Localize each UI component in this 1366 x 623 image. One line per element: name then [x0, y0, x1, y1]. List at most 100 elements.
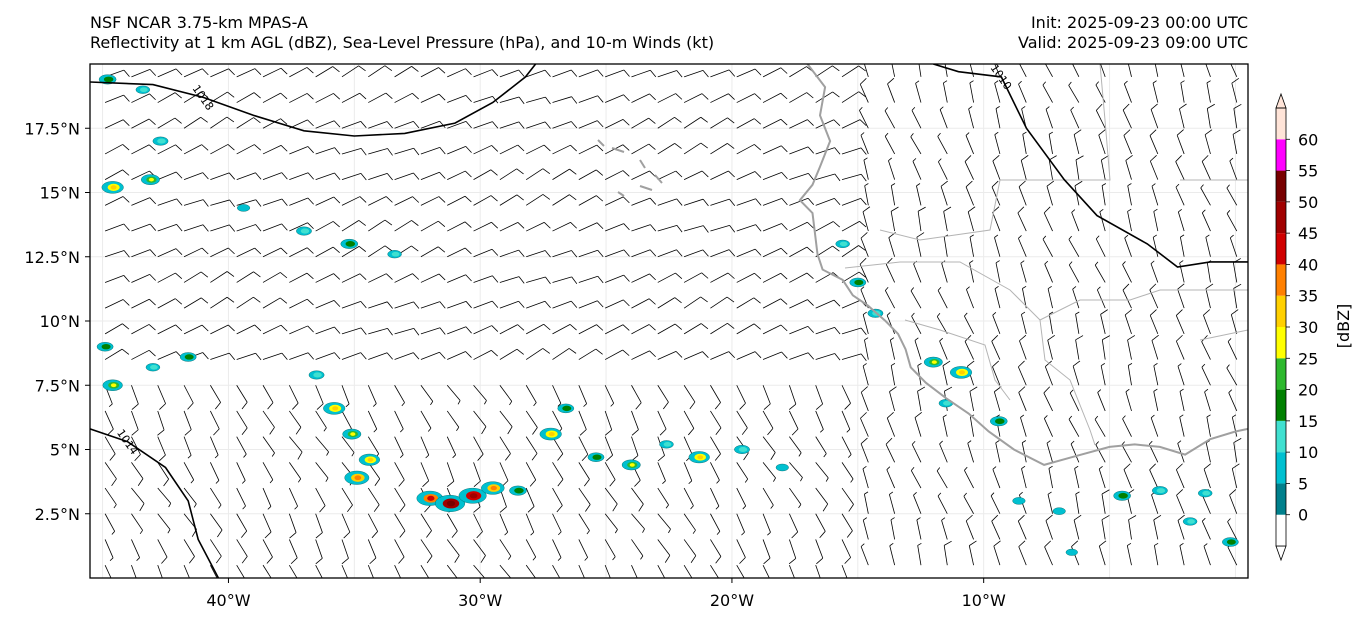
wind-barb — [552, 564, 561, 578]
wind-barb — [736, 385, 746, 410]
wind-barb — [315, 462, 329, 482]
wind-barb — [965, 132, 974, 155]
wind-barb — [815, 299, 841, 309]
wind-barb — [890, 363, 896, 386]
wind-barb — [911, 312, 922, 335]
wind-barb — [657, 249, 683, 258]
wind-barb — [446, 462, 455, 488]
lat-tick-label: 5°N — [50, 441, 80, 460]
wind-barb — [552, 96, 578, 104]
wind-barb — [526, 300, 551, 309]
wind-barb — [657, 224, 683, 233]
wind-barb — [710, 323, 735, 335]
wind-barb — [1260, 438, 1267, 462]
wind-barb — [1124, 234, 1132, 257]
colorbar-tick-label: 40 — [1298, 255, 1318, 274]
wind-barb — [1154, 542, 1159, 566]
wind-barb — [526, 323, 551, 335]
wind-barb — [788, 385, 797, 410]
wind-barb — [499, 539, 512, 560]
wind-barb — [262, 118, 288, 129]
wind-barb — [1075, 335, 1084, 360]
wind-barb — [1150, 414, 1159, 437]
wind-barb — [525, 168, 551, 180]
colorbar-tick-label: 5 — [1298, 474, 1308, 493]
wind-barb — [578, 144, 604, 155]
wind-barb — [936, 467, 948, 489]
wind-barb — [157, 248, 183, 258]
wind-barb — [262, 564, 272, 578]
wind-barb — [315, 564, 323, 578]
wind-barb — [1021, 465, 1027, 489]
wind-barb — [605, 249, 630, 258]
wind-barb — [815, 462, 829, 482]
wind-barb — [157, 117, 182, 129]
wind-barb — [1153, 363, 1159, 386]
wind-barb — [789, 410, 799, 436]
wind-barb — [967, 206, 976, 232]
wind-barb — [914, 337, 922, 360]
wind-barb — [762, 172, 788, 181]
wind-barb — [683, 410, 695, 436]
wind-barb — [841, 221, 867, 232]
wind-barb — [368, 273, 393, 283]
wind-barb — [394, 196, 420, 206]
coastline-africa — [798, 64, 1248, 466]
wind-barb — [710, 224, 736, 233]
wind-barb — [604, 299, 630, 309]
cape-verde-islands — [597, 139, 663, 197]
wind-barb — [1149, 309, 1159, 335]
wind-barb — [315, 513, 323, 539]
wind-barb — [604, 196, 630, 206]
field-description: Reflectivity at 1 km AGL (dBZ), Sea-Leve… — [90, 33, 715, 52]
wind-barb — [367, 513, 378, 539]
wind-barb — [394, 539, 405, 564]
wind-barb — [526, 121, 551, 129]
reflectivity-cell — [849, 277, 867, 288]
wind-barb — [1021, 311, 1027, 334]
wind-barb — [289, 172, 314, 181]
wind-barb — [262, 223, 288, 232]
wind-barb — [341, 120, 367, 129]
wind-barb — [1180, 64, 1185, 77]
wind-barb — [341, 246, 367, 258]
wind-barb — [420, 67, 446, 78]
wind-barb — [889, 491, 896, 514]
wind-barb — [262, 462, 274, 484]
wind-barb — [578, 410, 587, 436]
wind-barb — [1097, 389, 1106, 412]
wind-barb — [1043, 206, 1053, 232]
wind-barb — [1175, 183, 1185, 206]
wind-barb — [315, 385, 324, 410]
wind-barb — [394, 147, 420, 156]
wind-barb — [499, 144, 525, 155]
wind-barb — [1096, 286, 1106, 309]
wind-barb — [1257, 492, 1263, 514]
wind-barb — [1021, 440, 1027, 463]
wind-barb — [473, 436, 484, 461]
wind-barb — [446, 436, 457, 459]
wind-barb — [210, 247, 235, 258]
wind-barb — [131, 487, 145, 512]
wind-barb — [1259, 312, 1263, 334]
wind-barb — [104, 196, 130, 206]
wind-barb — [447, 300, 472, 309]
wind-barb — [394, 385, 405, 407]
wind-barb — [131, 324, 156, 335]
wind-barb — [1206, 414, 1211, 437]
wind-barb — [631, 249, 657, 258]
wind-barb — [1101, 335, 1110, 360]
wind-barb — [736, 487, 747, 510]
wind-barb — [1075, 491, 1080, 514]
wind-barb — [762, 487, 774, 509]
wind-barb — [862, 311, 869, 334]
wind-barb — [183, 172, 209, 181]
wind-barb — [1204, 388, 1211, 412]
wind-barb — [815, 173, 841, 182]
wind-barb — [1203, 463, 1212, 489]
wind-barb — [1256, 338, 1263, 359]
reflectivity-cell — [179, 352, 197, 362]
wind-barb — [499, 436, 511, 461]
wind-barb — [1017, 514, 1027, 540]
wind-barb — [394, 92, 419, 103]
